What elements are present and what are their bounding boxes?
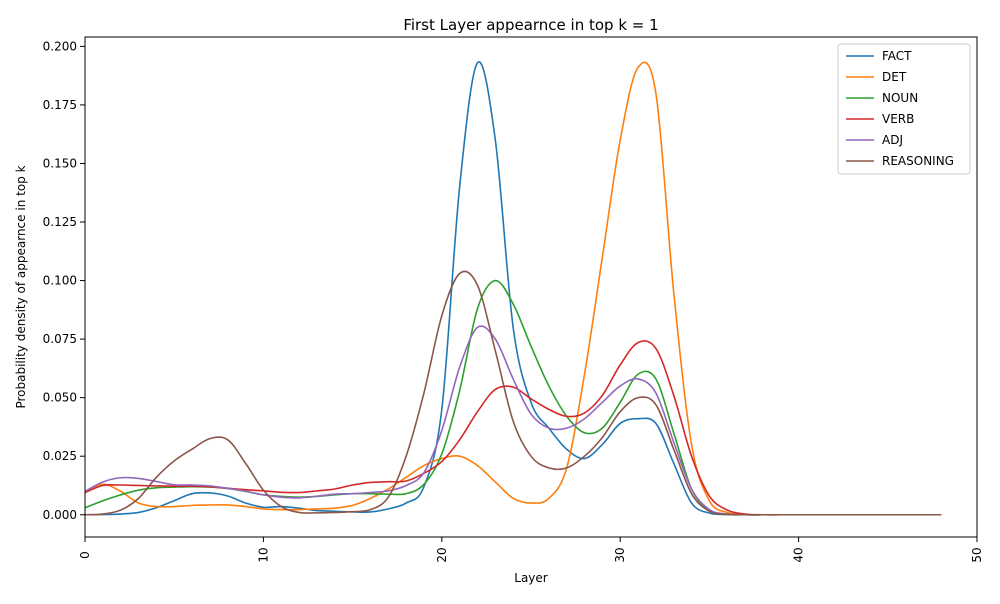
x-tick-label: 10 [256,547,270,562]
y-tick-label: 0.050 [43,391,77,405]
series-layer [85,61,942,516]
legend-label-noun: NOUN [882,91,918,105]
y-axis-ticks: 0.000 0.025 0.050 0.075 0.100 0.125 0.150 0.175… [43,39,85,522]
y-tick-label: 0.150 [43,156,77,170]
x-tick-label: 20 [435,547,449,562]
x-tick-label: 50 [970,547,984,562]
x-axis-label: Layer [514,571,548,585]
x-tick-label: 0 [78,551,92,559]
plot-frame [84,36,978,538]
legend-label-reasoning: REASONING [882,154,954,168]
y-axis-label: Probability density of appearnce in top … [14,165,28,408]
legend-label-verb: VERB [882,112,914,126]
y-tick-label: 0.175 [43,98,77,112]
x-axis-ticks: 0 10 20 30 40 50 [78,537,984,563]
legend: FACT DET NOUN VERB ADJ REASONING [837,43,971,175]
legend-label-adj: ADJ [882,133,903,147]
y-tick-label: 0.100 [43,274,77,288]
y-tick-label: 0.200 [43,39,77,53]
y-tick-label: 0.125 [43,215,77,229]
x-tick-label: 40 [792,547,806,562]
x-tick-label: 30 [613,547,627,562]
legend-label-det: DET [882,70,907,84]
y-tick-label: 0.000 [43,508,77,522]
legend-label-fact: FACT [882,49,912,63]
y-tick-label: 0.025 [43,449,77,463]
y-tick-label: 0.075 [43,332,77,346]
chart-title: First Layer appearnce in top k = 1 [403,16,658,34]
series-line-reasoning [85,270,942,516]
